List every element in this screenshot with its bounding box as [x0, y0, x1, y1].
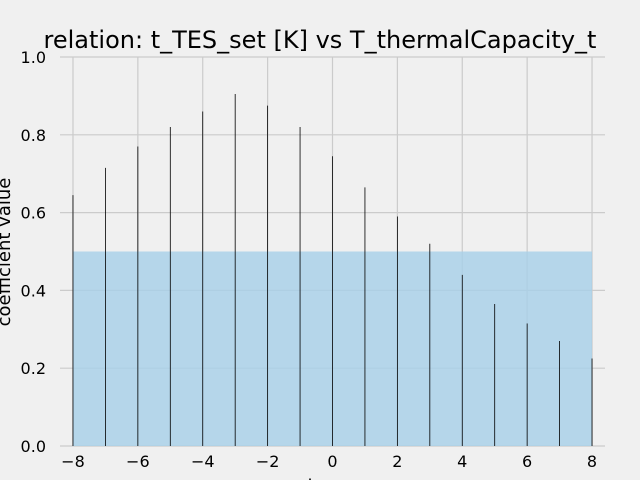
x-tick-label: 6: [522, 452, 532, 471]
chart-title: relation: t_TES_set [K] vs T_thermalCapa…: [44, 26, 597, 54]
x-tick-label: 2: [392, 452, 402, 471]
y-tick-label: 0.2: [21, 359, 46, 378]
y-tick-label: 0.6: [21, 204, 46, 223]
x-axis-ticks: −8 −6 −4 −2 0 2 4 6 8: [61, 452, 597, 471]
x-tick-label: −4: [191, 452, 215, 471]
y-tick-label: 0.4: [21, 281, 46, 300]
y-tick-label: 0.0: [21, 437, 46, 456]
y-axis-label: coefficient value: [0, 178, 15, 327]
x-axis-label: l: [307, 476, 312, 480]
x-tick-label: 0: [327, 452, 337, 471]
x-tick-label: 4: [457, 452, 467, 471]
y-axis-ticks: 0.0 0.2 0.4 0.6 0.8 1.0: [21, 48, 46, 456]
y-tick-label: 0.8: [21, 126, 46, 145]
x-tick-label: 8: [587, 452, 597, 471]
y-tick-label: 1.0: [21, 48, 46, 67]
correlation-bars: [72, 93, 593, 446]
x-tick-label: −8: [61, 452, 85, 471]
x-tick-label: −2: [256, 452, 280, 471]
x-tick-label: −6: [126, 452, 150, 471]
